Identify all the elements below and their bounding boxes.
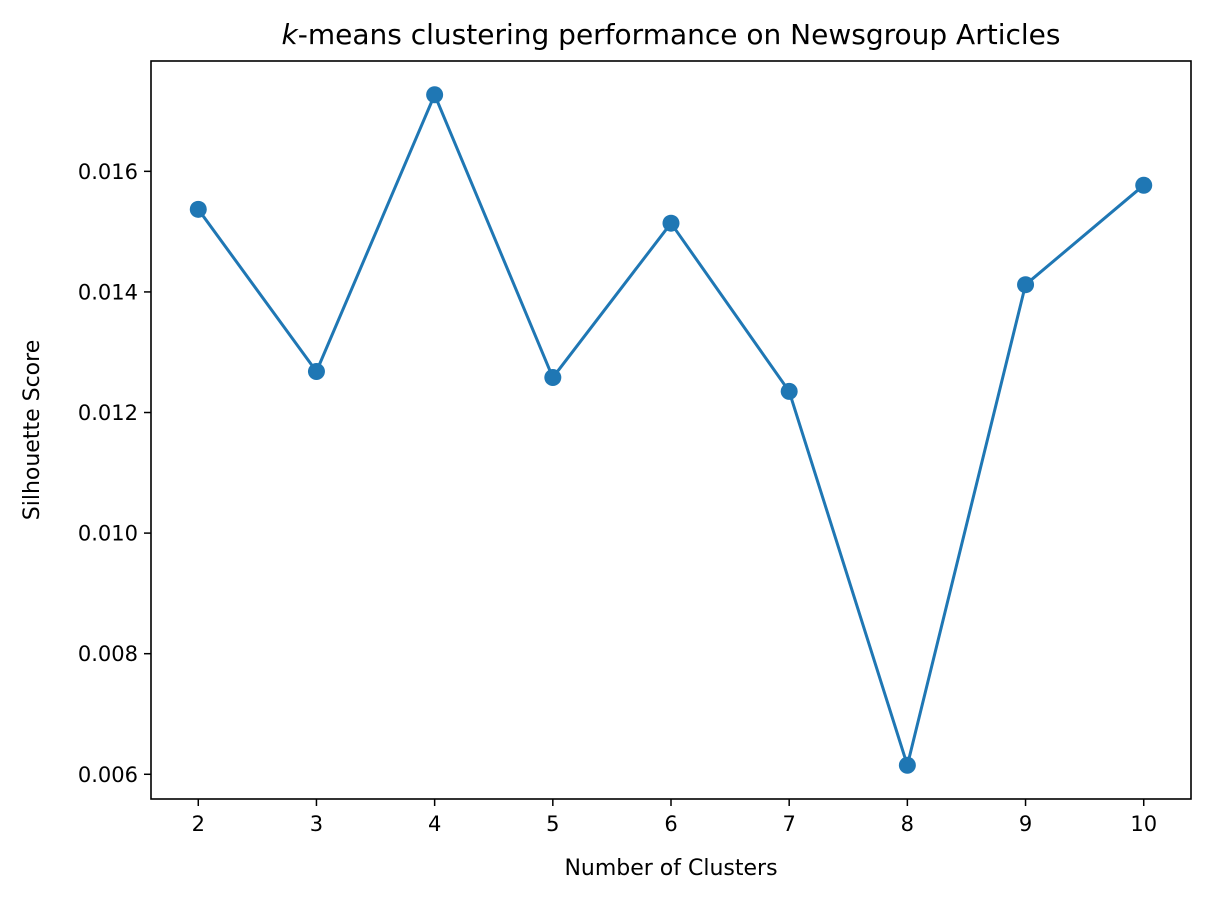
data-point [1017,276,1035,294]
data-point [307,363,325,381]
data-point [426,86,444,104]
data-point [898,756,916,774]
data-point [780,382,798,400]
x-tick-label: 4 [428,812,441,836]
y-axis: 0.006 0.008 0.010 0.012 0.014 0.016 [78,160,151,787]
y-tick-label: 0.010 [78,522,138,546]
y-tick-label: 0.006 [78,763,138,787]
x-tick-label: 10 [1130,812,1157,836]
data-point [662,214,680,232]
data-point [544,369,562,387]
y-tick-label: 0.012 [78,401,138,425]
y-tick-label: 0.014 [78,280,138,304]
chart-title-rest: -means clustering performance on Newsgro… [298,18,1061,51]
x-tick-label: 2 [192,812,205,836]
x-axis: 2 3 4 5 6 7 8 9 10 [192,799,1157,836]
x-axis-label: Number of Clusters [564,856,777,881]
x-tick-label: 6 [664,812,677,836]
data-point [189,200,207,218]
x-tick-label: 9 [1019,812,1032,836]
data-point [1135,176,1153,194]
y-tick-label: 0.016 [78,160,138,184]
x-tick-label: 7 [782,812,795,836]
plot-area [189,86,1153,774]
chart-title: k-means clustering performance on Newsgr… [282,18,1061,51]
chart-title-italic: k [282,18,300,51]
x-tick-label: 3 [310,812,323,836]
y-tick-label: 0.008 [78,642,138,666]
x-tick-label: 5 [546,812,559,836]
x-tick-label: 8 [901,812,914,836]
y-axis-label: Silhouette Score [20,340,45,520]
